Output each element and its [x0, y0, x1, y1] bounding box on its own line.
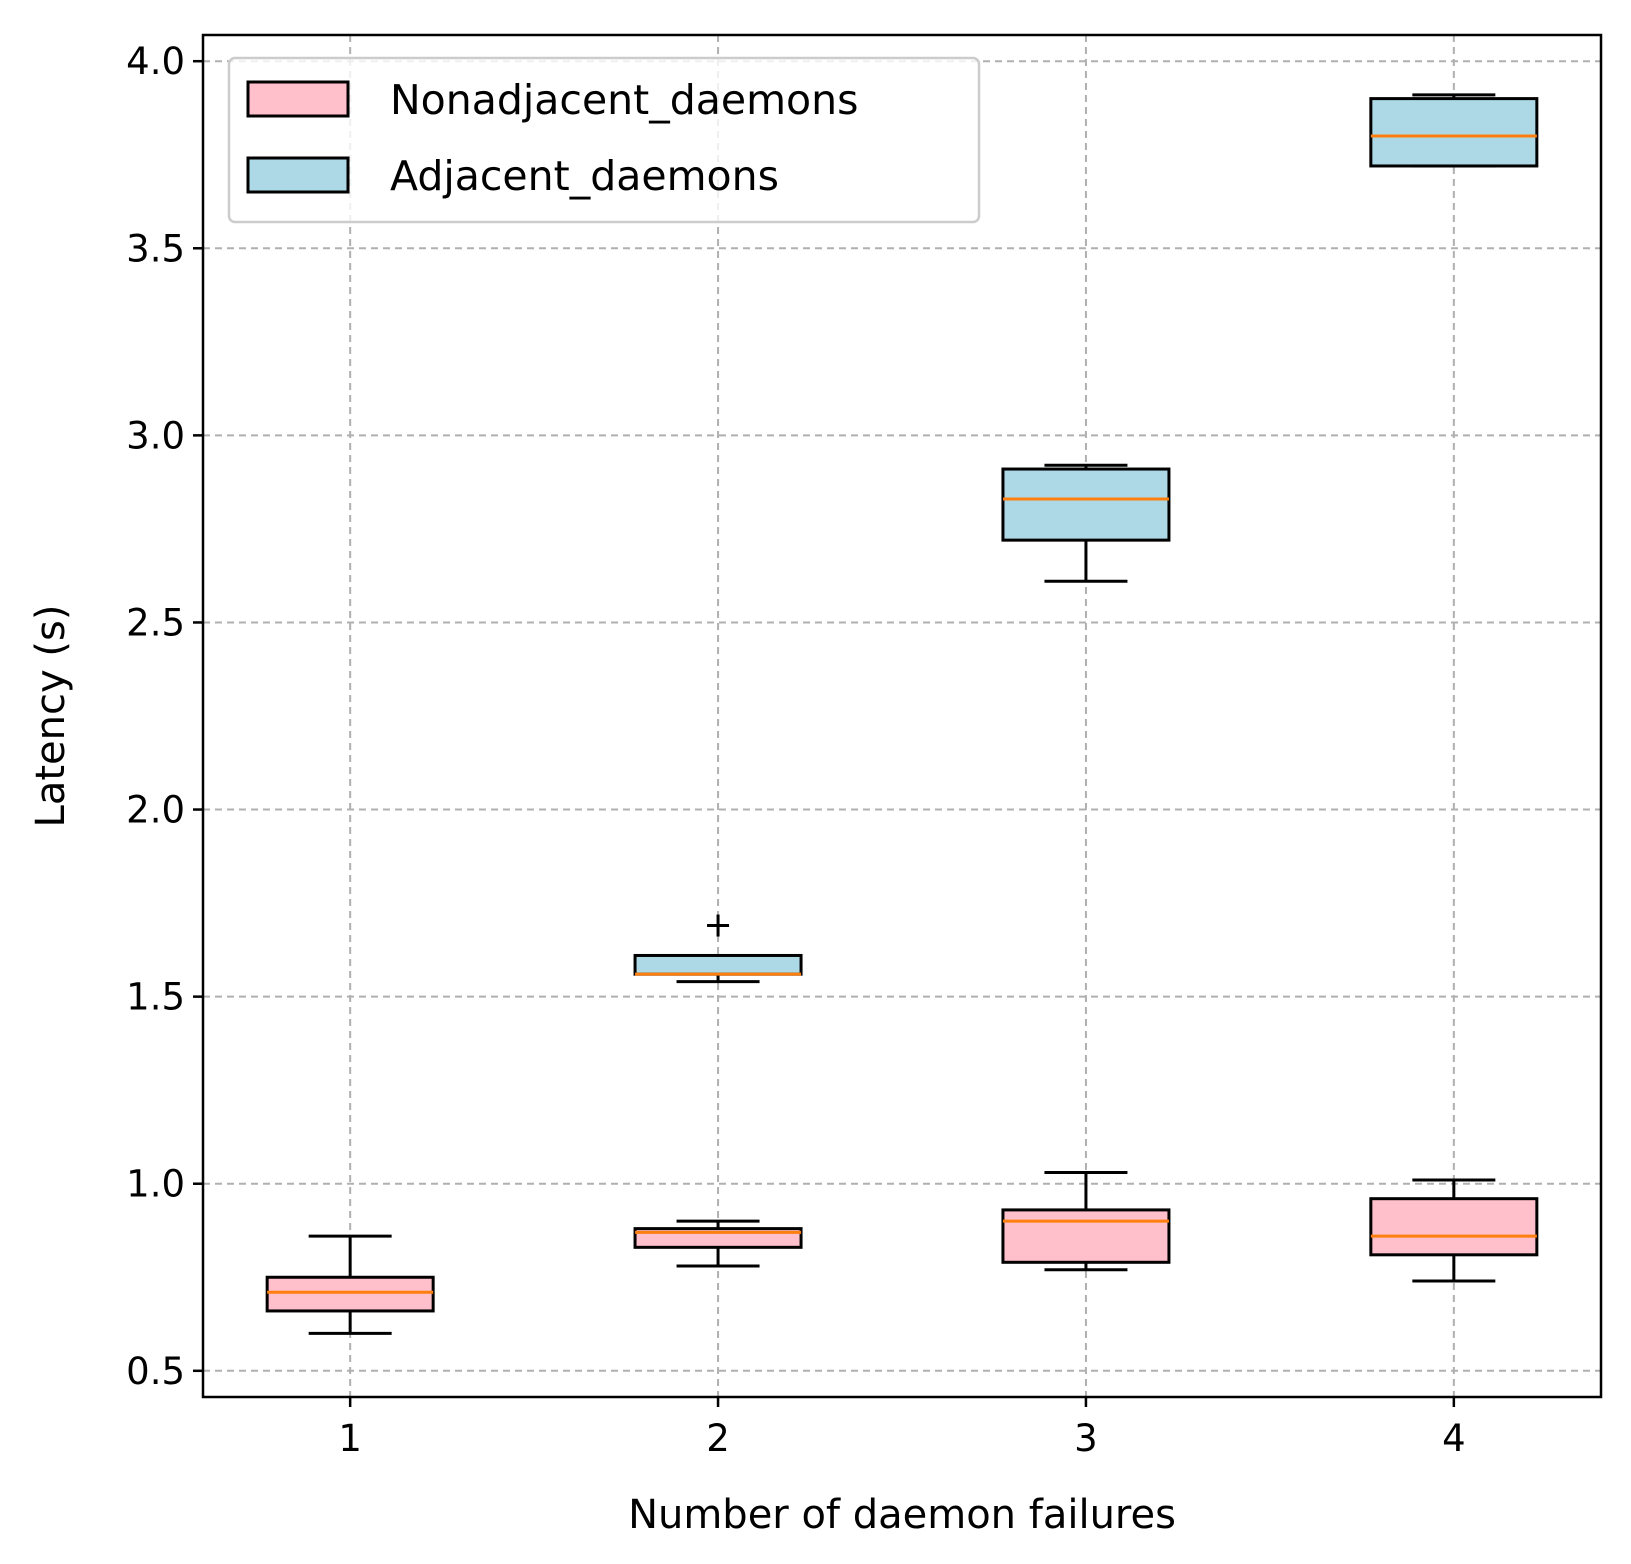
box-Nonadjacent_daemons-1	[265, 1234, 435, 1335]
x-tick-label: 4	[1442, 1417, 1466, 1460]
y-tick-label: 2.5	[126, 601, 185, 644]
legend-label-nonadjacent: Nonadjacent_daemons	[390, 76, 858, 124]
box-iqr	[1001, 1208, 1171, 1264]
y-tick-label: 3.5	[126, 227, 185, 270]
legend: Nonadjacent_daemons Adjacent_daemons	[227, 56, 981, 224]
y-tick-label: 1.0	[126, 1163, 185, 1206]
legend-label-adjacent: Adjacent_daemons	[390, 152, 779, 200]
outlier-marker	[707, 914, 730, 937]
y-tick-label: 1.5	[126, 976, 185, 1019]
x-tick-label: 3	[1074, 1417, 1098, 1460]
plot-background	[203, 35, 1601, 1397]
y-axis-ticks: 0.5 1.0 1.5 2.0 2.5 3.0 3.5 4.0	[126, 40, 203, 1393]
box-iqr	[1001, 467, 1171, 542]
legend-frame	[227, 56, 981, 224]
x-tick-label: 1	[338, 1417, 362, 1460]
box-Nonadjacent_daemons-4	[1369, 1178, 1539, 1283]
y-tick-label: 4.0	[126, 40, 185, 83]
y-axis-label: Latency (s)	[28, 605, 74, 828]
box-iqr	[1369, 97, 1539, 168]
box-Adjacent_daemons-2	[633, 914, 803, 984]
box-Adjacent_daemons-3	[1001, 463, 1171, 583]
box-Nonadjacent_daemons-3	[1001, 1170, 1171, 1272]
legend-swatch-adjacent	[246, 156, 350, 194]
y-tick-label: 0.5	[126, 1350, 185, 1393]
y-tick-label: 3.0	[126, 414, 185, 457]
box-Nonadjacent_daemons-2	[633, 1219, 803, 1268]
y-tick-label: 2.0	[126, 789, 185, 832]
grid	[203, 35, 1601, 1397]
x-tick-label: 2	[706, 1417, 730, 1460]
x-axis-label: Number of daemon failures	[628, 1492, 1176, 1538]
legend-swatch-nonadjacent	[246, 80, 350, 118]
box-Adjacent_daemons-4	[1369, 93, 1539, 168]
box-iqr	[1369, 1197, 1539, 1257]
boxes	[265, 93, 1539, 1335]
box-iqr	[633, 953, 803, 976]
x-axis-ticks: 1 2 3 4	[338, 1397, 1466, 1460]
plot-frame	[201, 33, 1603, 1399]
box-iqr	[265, 1275, 435, 1313]
